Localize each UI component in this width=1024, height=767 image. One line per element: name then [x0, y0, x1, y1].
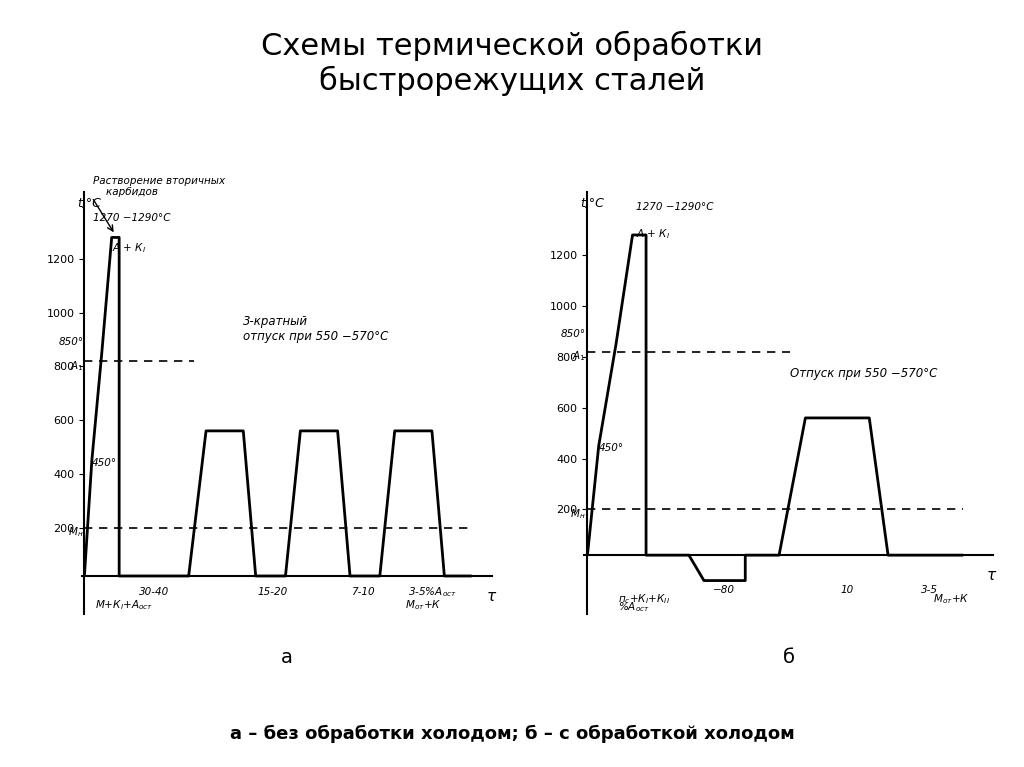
Text: Растворение вторичных
    карбидов: Растворение вторичных карбидов — [93, 176, 225, 197]
Text: М$_{от}$+К: М$_{от}$+К — [933, 592, 970, 606]
Text: а – без обработки холодом; б – с обработкой холодом: а – без обработки холодом; б – с обработ… — [229, 725, 795, 743]
Text: М$_{от}$+К: М$_{от}$+К — [406, 598, 442, 612]
Text: Отпуск при 550 −570°С: Отпуск при 550 −570°С — [791, 367, 938, 380]
Text: М$_н$: М$_н$ — [68, 525, 83, 539]
Text: %А$_{ост}$: %А$_{ост}$ — [617, 600, 649, 614]
Text: 450°: 450° — [92, 458, 117, 468]
Text: 15-20: 15-20 — [258, 587, 288, 597]
Text: А$_1$: А$_1$ — [572, 350, 586, 364]
Text: б: б — [782, 648, 795, 667]
Text: Схемы термической обработки
быстрорежущих сталей: Схемы термической обработки быстрорежущи… — [261, 31, 763, 96]
Text: 1270 −1290°С: 1270 −1290°С — [93, 213, 171, 223]
Text: t,°C: t,°C — [580, 197, 604, 210]
Text: А + К$_I$: А + К$_I$ — [636, 228, 671, 242]
Text: 850°: 850° — [58, 337, 83, 347]
Text: 30-40: 30-40 — [139, 587, 169, 597]
Text: 10: 10 — [840, 585, 853, 595]
Text: 3-кратный
отпуск при 550 −570°С: 3-кратный отпуск при 550 −570°С — [244, 314, 389, 343]
Text: п$_с$+К$_I$+К$_{II}$: п$_с$+К$_I$+К$_{II}$ — [617, 592, 670, 606]
Text: М$_н$: М$_н$ — [570, 507, 586, 521]
Text: $\tau$: $\tau$ — [986, 568, 997, 583]
Text: t,°C: t,°C — [77, 197, 100, 210]
Text: 1270 −1290°С: 1270 −1290°С — [636, 202, 714, 212]
Text: 3-5: 3-5 — [921, 585, 938, 595]
Text: а: а — [281, 648, 293, 667]
Text: 3-5%А$_{ост}$: 3-5%А$_{ост}$ — [408, 584, 457, 598]
Text: А$_1$: А$_1$ — [70, 359, 83, 373]
Text: 7-10: 7-10 — [350, 587, 374, 597]
Text: −80: −80 — [714, 585, 735, 595]
Text: М+К$_I$+А$_{ост}$: М+К$_I$+А$_{ост}$ — [95, 598, 154, 612]
Text: 850°: 850° — [561, 328, 586, 338]
Text: 450°: 450° — [599, 443, 624, 453]
Text: $\tau$: $\tau$ — [486, 589, 497, 604]
Text: А + К$_I$: А + К$_I$ — [112, 241, 146, 255]
